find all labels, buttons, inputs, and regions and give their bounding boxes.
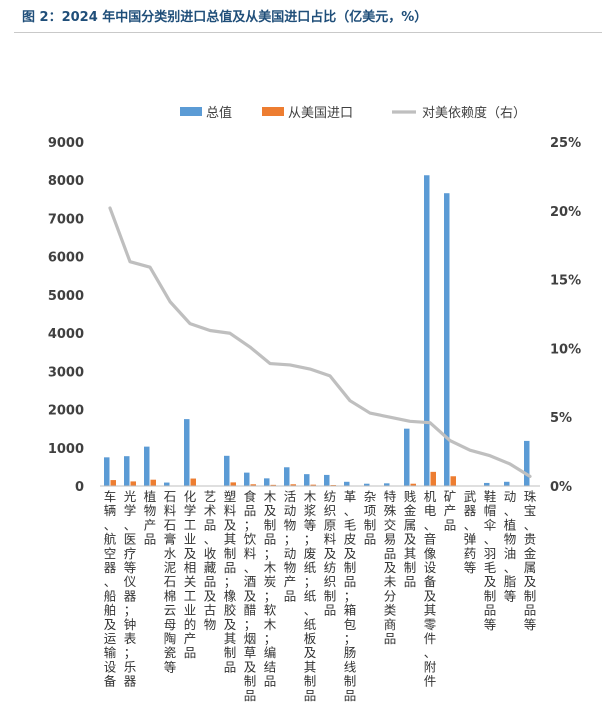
us-import-bar [250,484,256,486]
total-bar [324,474,330,486]
y-right-tick-label: 10% [550,342,581,357]
x-category-label: 塑料及其制品；橡胶及其制品 [224,489,237,674]
x-category-label: 矿产品 [444,489,457,532]
x-category-label: 活动物；动物产品 [284,489,297,603]
us-import-bar [290,484,296,486]
total-bar [144,446,150,486]
y-left-tick-label: 7000 [48,212,84,227]
y-right-tick-label: 25% [550,136,581,151]
total-bar [424,175,430,486]
dependency-line [108,206,532,478]
y-left-tick-label: 4000 [48,327,84,342]
y-left-tick-label: 2000 [48,404,84,419]
legend-label: 总值 [206,105,232,121]
title-divider [14,32,602,33]
total-bar [104,457,110,486]
total-bar [164,482,170,486]
x-category-label: 光学、医疗等仪器；钟表；乐器 [124,489,137,689]
us-import-bar [150,479,156,486]
x-category-label: 珠宝、贵金属及制品等 [524,489,537,632]
bar-series [104,175,536,487]
legend-swatch [180,107,202,116]
figure-title: 图 2：2024 年中国分类别进口总值及从美国进口占比（亿美元，%） [22,10,428,25]
y-left-tick-label: 5000 [48,289,84,304]
us-import-bar [430,471,436,486]
us-import-bar [410,483,416,486]
y-left-tick-label: 9000 [48,136,84,151]
us-import-bar [130,481,136,486]
x-category-label: 动、植物油、脂等 [504,489,517,603]
total-bar [304,474,310,486]
total-bar [504,481,510,486]
x-axis: 车辆、航空器、船舶及运输设备光学、医疗等仪器；钟表；乐器植物产品石料石膏水泥石棉… [100,485,540,703]
total-bar [264,478,270,486]
line-series [108,206,532,478]
total-bar [384,483,390,486]
x-category-label: 鞋帽伞、羽毛及制品等 [484,489,497,632]
us-import-bar [270,484,276,486]
total-bar [364,483,370,486]
total-bar [444,193,450,486]
total-bar [184,419,190,486]
x-category-label: 特殊交易品及未分类商品 [384,489,397,646]
x-category-label: 车辆、航空器、船舶及运输设备 [104,489,117,689]
y-axis-left: 0 1000 2000 3000 4000 5000 6000 7000 8000 9000 [48,136,84,495]
x-category-label: 杂项制品 [364,489,377,547]
legend-label: 对美依赖度（右） [422,105,526,121]
y-right-tick-label: 20% [550,205,581,220]
y-left-tick-label: 3000 [48,365,84,380]
total-bar [344,481,350,486]
x-category-label: 化学工业及相关工业的产品 [184,489,197,660]
us-import-bar [310,484,316,486]
y-left-tick-label: 1000 [48,442,84,457]
x-category-label: 革、毛皮及制品；箱包；肠线制品 [344,489,357,703]
x-category-label: 武器、弹药等 [464,489,477,575]
y-left-tick-label: 6000 [48,251,84,266]
x-category-label: 植物产品 [144,489,157,547]
y-right-tick-label: 15% [550,274,581,289]
chart-legend: 总值 从美国进口 对美依赖度（右） [180,105,526,121]
total-bar [244,472,250,486]
x-category-label: 木及制品；木炭；软木；编结品 [264,489,277,689]
total-bar [524,440,530,486]
legend-swatch [262,107,284,116]
us-import-bar [190,478,196,486]
total-bar [124,456,130,486]
x-category-label: 纺织原料及纺织制品 [324,489,337,618]
y-axis-right: 0% 5% 10% 15% 20% 25% [550,136,581,495]
x-category-label: 木浆等；废纸；纸、纸板及其制品 [304,489,317,703]
us-import-bar [450,476,456,486]
us-import-bar [110,480,116,486]
x-category-label: 贱金属及其制品 [404,489,417,589]
total-bar [224,455,230,486]
x-category-label: 石料石膏水泥石棉云母陶瓷等 [164,489,177,674]
x-category-label: 机电、音像设备及其零件、附件 [424,489,437,689]
total-bar [284,467,290,486]
total-bar [484,482,490,486]
y-right-tick-label: 0% [550,480,572,495]
legend-label: 从美国进口 [288,106,353,121]
x-category-label: 艺术品、收藏品及古物 [204,489,217,632]
x-category-label: 食品；饮料、酒及醋；烟草及制品 [244,489,257,703]
y-left-tick-label: 0 [75,480,84,495]
y-right-tick-label: 5% [550,411,572,426]
total-bar [404,428,410,486]
us-import-bar [230,482,236,486]
y-left-tick-label: 8000 [48,174,84,189]
